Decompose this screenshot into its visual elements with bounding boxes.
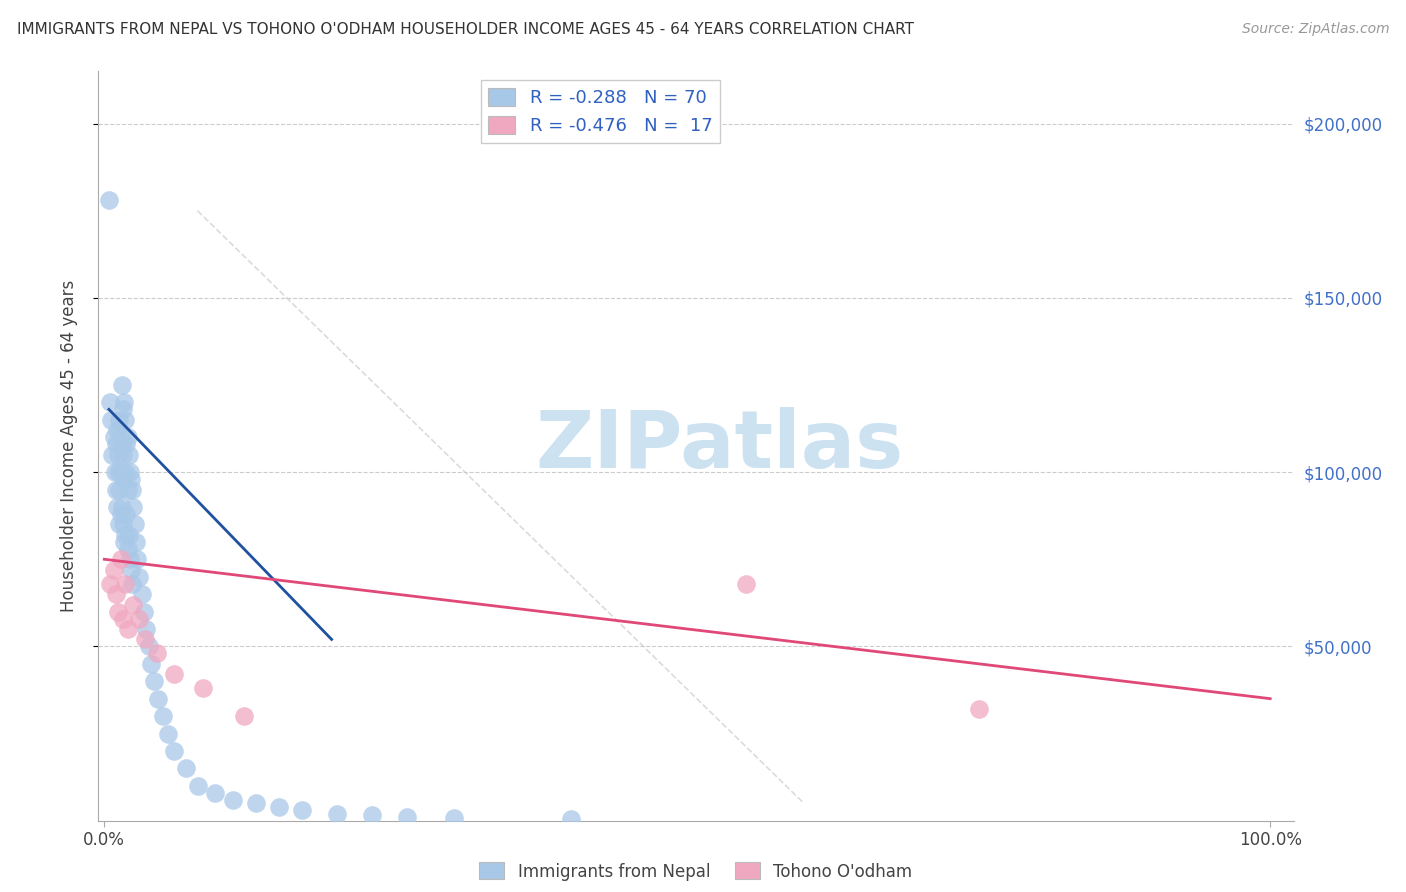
Y-axis label: Householder Income Ages 45 - 64 years: Householder Income Ages 45 - 64 years <box>59 280 77 612</box>
Point <box>152 709 174 723</box>
Text: Source: ZipAtlas.com: Source: ZipAtlas.com <box>1241 22 1389 37</box>
Point <box>114 528 136 542</box>
Point <box>143 674 166 689</box>
Point <box>111 402 134 417</box>
Point <box>111 448 134 462</box>
Point <box>105 423 128 437</box>
Point <box>117 483 139 497</box>
Point <box>108 483 131 497</box>
Text: ZIPatlas: ZIPatlas <box>536 407 904 485</box>
Point <box>98 395 121 409</box>
Point <box>967 702 990 716</box>
Point <box>233 709 256 723</box>
Point <box>146 691 169 706</box>
Point <box>112 395 135 409</box>
Point <box>157 726 180 740</box>
Point <box>174 761 197 775</box>
Point <box>163 744 186 758</box>
Point <box>121 576 143 591</box>
Point <box>269 799 291 814</box>
Point <box>125 534 148 549</box>
Point <box>104 437 127 451</box>
Point <box>103 430 125 444</box>
Point <box>132 605 155 619</box>
Text: IMMIGRANTS FROM NEPAL VS TOHONO O'ODHAM HOUSEHOLDER INCOME AGES 45 - 64 YEARS CO: IMMIGRANTS FROM NEPAL VS TOHONO O'ODHAM … <box>17 22 914 37</box>
Point <box>118 528 141 542</box>
Point <box>110 507 132 521</box>
Legend: Immigrants from Nepal, Tohono O'odham: Immigrants from Nepal, Tohono O'odham <box>472 855 920 888</box>
Point <box>112 472 135 486</box>
Point <box>139 657 162 671</box>
Point <box>326 806 349 821</box>
Point <box>122 598 145 612</box>
Point <box>443 811 465 825</box>
Point <box>193 681 215 696</box>
Point <box>111 611 134 625</box>
Point <box>118 465 141 479</box>
Point <box>112 534 135 549</box>
Point <box>734 576 756 591</box>
Point <box>103 563 125 577</box>
Point <box>110 465 132 479</box>
Point <box>115 437 138 451</box>
Point <box>115 507 138 521</box>
Point <box>120 472 142 486</box>
Point <box>110 552 132 566</box>
Point <box>361 808 384 822</box>
Point <box>111 517 134 532</box>
Point <box>122 500 145 514</box>
Point <box>560 812 582 826</box>
Point <box>104 465 127 479</box>
Point <box>128 611 150 625</box>
Point <box>104 587 127 601</box>
Point <box>111 437 134 451</box>
Point <box>114 465 136 479</box>
Point <box>114 413 136 427</box>
Point <box>118 552 141 566</box>
Point <box>145 646 167 660</box>
Point <box>245 796 267 810</box>
Point <box>204 786 226 800</box>
Point <box>138 640 160 654</box>
Point <box>111 378 134 392</box>
Point <box>118 448 141 462</box>
Point <box>163 667 186 681</box>
Point <box>186 779 208 793</box>
Point <box>107 605 129 619</box>
Point <box>114 576 136 591</box>
Point <box>124 517 146 532</box>
Point <box>117 541 139 556</box>
Point <box>128 570 150 584</box>
Point <box>120 563 142 577</box>
Point <box>104 483 127 497</box>
Point <box>117 622 139 636</box>
Point <box>105 500 128 514</box>
Point <box>108 413 131 427</box>
Point <box>111 500 134 514</box>
Point <box>221 793 243 807</box>
Point <box>107 448 129 462</box>
Point <box>131 587 153 601</box>
Point <box>97 194 120 208</box>
Point <box>291 803 314 817</box>
Point <box>107 465 129 479</box>
Point <box>134 632 156 647</box>
Point <box>396 810 419 824</box>
Point <box>110 430 132 444</box>
Point <box>101 448 124 462</box>
Point <box>108 517 131 532</box>
Point <box>100 413 122 427</box>
Point <box>135 622 157 636</box>
Point <box>117 430 139 444</box>
Point <box>125 552 148 566</box>
Point <box>98 576 121 591</box>
Point <box>121 483 143 497</box>
